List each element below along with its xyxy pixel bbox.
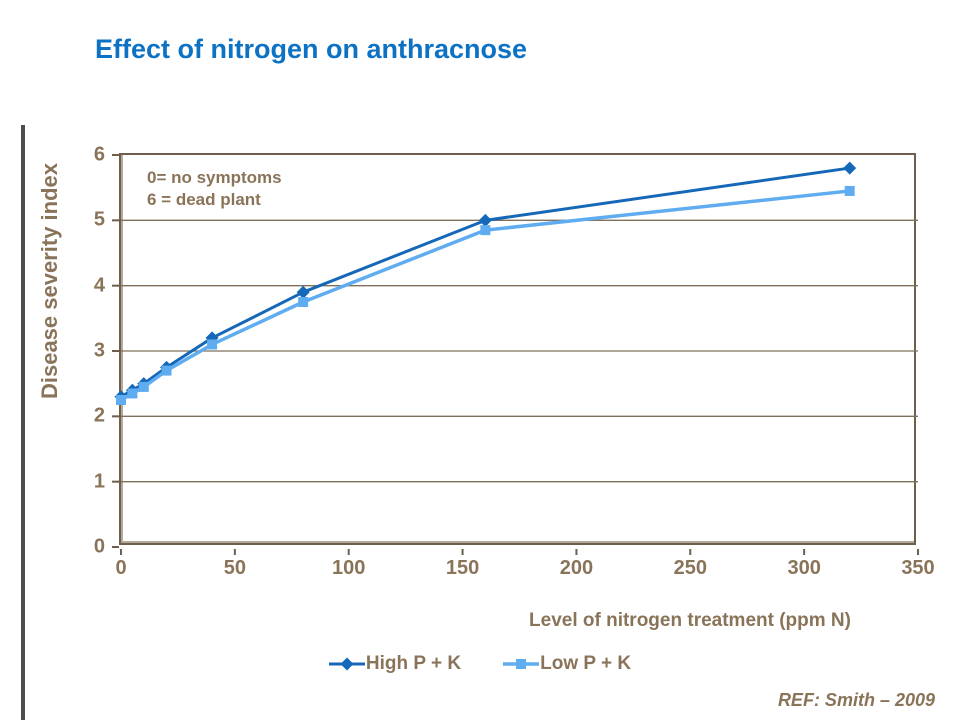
y-tick-label: 6 [93, 143, 105, 166]
y-tick-label: 1 [93, 470, 105, 493]
y-tick-label: 4 [93, 274, 105, 297]
x-tick-label: 300 [787, 557, 821, 579]
x-tick-label: 250 [673, 557, 707, 579]
left-edge-rule [21, 125, 25, 720]
x-tick-label: 100 [332, 557, 366, 579]
y-tick-label: 3 [93, 339, 105, 362]
plot-area: 0= no symptoms 6 = dead plant [112, 153, 919, 555]
x-tick-label: 150 [445, 557, 480, 579]
legend-marker-square-icon [503, 659, 540, 669]
y-axis-tick-labels: 0 1 2 3 4 5 6 [40, 144, 105, 558]
legend-item-low-pk: Low P + K [503, 653, 631, 675]
x-axis-title: Level of nitrogen treatment (ppm N) [529, 610, 851, 631]
chart-svg [112, 154, 919, 555]
legend-item-high-pk: High P + K [328, 653, 462, 675]
annotation: 0= no symptoms 6 = dead plant [147, 167, 282, 211]
legend: High P + K Low P + K [0, 653, 960, 675]
legend-label-high-pk: High P + K [365, 653, 462, 674]
legend-label-low-pk: Low P + K [540, 653, 632, 674]
reference-text: REF: Smith – 2009 [777, 690, 935, 710]
annotation-line2: 6 = dead plant [147, 190, 261, 209]
x-axis-tick-labels: 0 50 100 150 200 250 300 350 [115, 557, 934, 583]
x-tick-label: 0 [115, 557, 127, 579]
chart-title: Effect of nitrogen on anthracnose [95, 34, 528, 64]
x-tick-label: 350 [901, 557, 935, 579]
y-tick-label: 0 [93, 535, 105, 558]
x-tick-label: 50 [223, 557, 246, 579]
x-tick-label: 200 [559, 557, 594, 579]
legend-marker-diamond-icon [328, 657, 365, 671]
annotation-line1: 0= no symptoms [147, 168, 282, 187]
y-tick-label: 5 [93, 208, 105, 231]
y-tick-label: 2 [93, 404, 105, 427]
